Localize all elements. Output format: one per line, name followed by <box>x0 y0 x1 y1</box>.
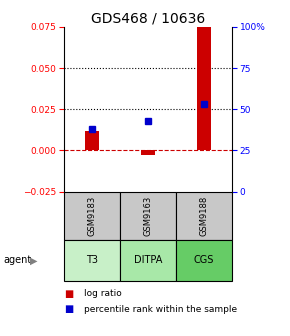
Text: log ratio: log ratio <box>84 290 122 298</box>
Text: T3: T3 <box>86 255 98 265</box>
Text: agent: agent <box>3 255 31 265</box>
Text: ▶: ▶ <box>30 255 37 265</box>
Bar <box>141 151 155 155</box>
Text: GSM9163: GSM9163 <box>143 196 153 236</box>
Text: percentile rank within the sample: percentile rank within the sample <box>84 305 237 313</box>
Text: GSM9188: GSM9188 <box>200 196 209 236</box>
Text: CGS: CGS <box>194 255 214 265</box>
Bar <box>197 27 211 151</box>
Bar <box>85 131 99 151</box>
Text: DITPA: DITPA <box>134 255 162 265</box>
Text: ■: ■ <box>64 289 73 299</box>
Text: ■: ■ <box>64 304 73 314</box>
Title: GDS468 / 10636: GDS468 / 10636 <box>91 12 205 26</box>
Text: GSM9183: GSM9183 <box>87 196 96 236</box>
